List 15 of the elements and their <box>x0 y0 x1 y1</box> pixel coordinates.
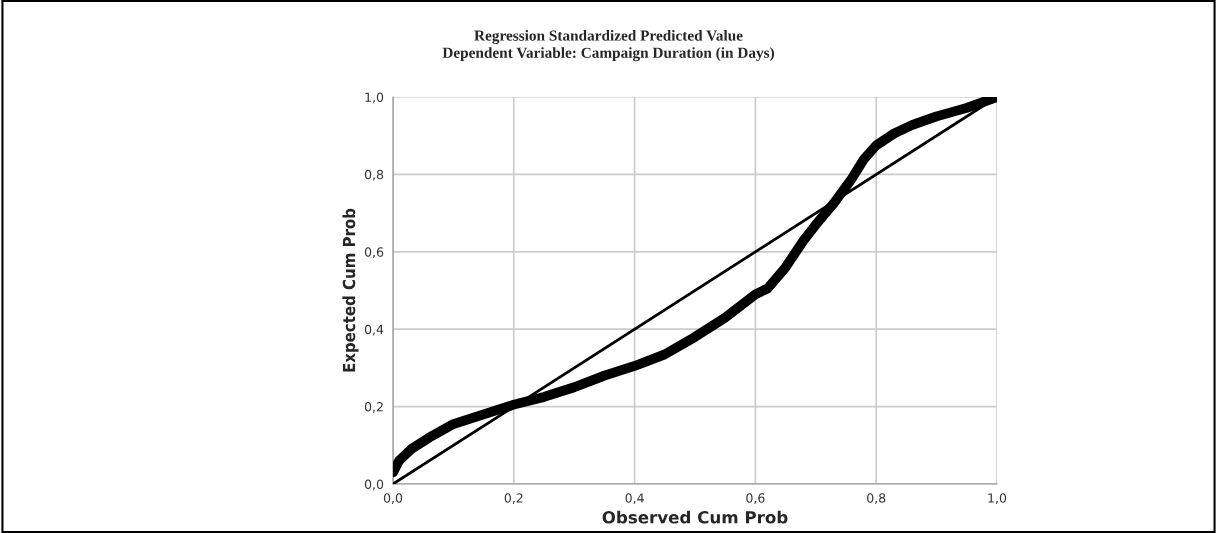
y-tick-label: 0,8 <box>364 169 384 181</box>
x-tick-label: 0,4 <box>625 493 644 504</box>
x-tick-label: 0,2 <box>504 493 523 504</box>
chart-title: Regression Standardized Predicted Value Dependent Variable: Campaign Duration (in Days) <box>442 30 774 62</box>
x-tick-label: 0,8 <box>867 493 886 504</box>
y-tick-label: 1,0 <box>365 92 384 104</box>
x-tick-label: 0,0 <box>383 493 403 504</box>
x-tick-label: 0,6 <box>746 493 765 504</box>
y-tick-label: 0,6 <box>364 247 384 258</box>
y-tick-label: 0,4 <box>364 324 384 336</box>
y-tick-label: 0,0 <box>364 479 384 491</box>
y-axis-title: Expected Cum Prob <box>342 208 359 372</box>
y-tick-label: 0,2 <box>364 402 383 413</box>
x-axis-title: Observed Cum Prob <box>602 510 788 524</box>
x-tick-label: 1,0 <box>988 493 1007 504</box>
